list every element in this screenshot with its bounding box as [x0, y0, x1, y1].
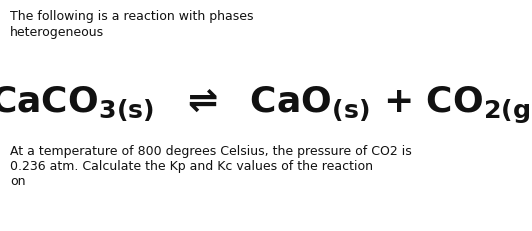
Text: heterogeneous: heterogeneous	[10, 26, 104, 39]
Text: $\mathbf{CaCO}$$\mathbf{_{3(s)}}$  $\mathbf{\rightleftharpoons}$  $\mathbf{CaO}$: $\mathbf{CaCO}$$\mathbf{_{3(s)}}$ $\math…	[0, 84, 532, 125]
Text: on: on	[10, 174, 26, 187]
Text: At a temperature of 800 degrees Celsius, the pressure of CO2 is: At a temperature of 800 degrees Celsius,…	[10, 144, 412, 157]
Text: 0.236 atm. Calculate the Kp and Kc values of the reaction: 0.236 atm. Calculate the Kp and Kc value…	[10, 159, 373, 172]
Text: The following is a reaction with phases: The following is a reaction with phases	[10, 10, 254, 23]
